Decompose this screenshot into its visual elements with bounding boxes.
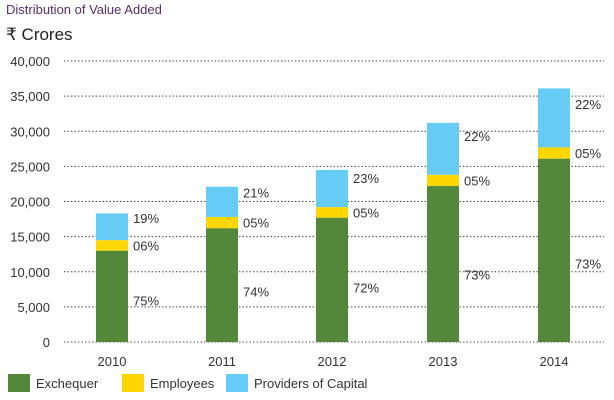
bar-segment-providers-of-capital [96,213,128,241]
y-tick-label: 40,000 [10,54,50,69]
data-label: 73% [575,257,601,272]
chart-title: Distribution of Value Added [6,2,162,17]
data-label: 05% [353,205,379,220]
legend-label: Providers of Capital [254,376,368,391]
y-tick-label: 15,000 [10,230,50,245]
data-label: 05% [243,216,269,231]
data-label: 72% [353,280,379,295]
data-label: 05% [575,146,601,161]
x-tick-label: 2014 [540,354,569,369]
data-label: 75% [133,293,159,308]
bars: 75% 06% 19% 74% 05% 21% 72% 05% 23% 73% 05% 22% 73% 0… [96,88,601,342]
y-axis: 0 5,000 10,000 15,000 20,000 25,000 30,000 35,0… [10,54,50,350]
data-label: 73% [464,268,490,283]
legend-label: Exchequer [36,376,99,391]
legend-label: Employees [150,376,215,391]
data-label: 22% [575,97,601,112]
bar-segment-employees [96,240,128,251]
y-tick-label: 30,000 [10,124,50,139]
bar-segment-exchequer [538,158,570,342]
data-label: 21% [243,185,269,200]
bar-segment-providers-of-capital [206,186,238,217]
data-label: 05% [464,173,490,188]
y-tick-label: 5,000 [17,300,50,315]
x-tick-label: 2010 [98,354,127,369]
bar-segment-employees [427,174,459,187]
bar-segment-exchequer [427,186,459,342]
x-tick-label: 2013 [429,354,458,369]
data-label: 06% [133,238,159,253]
legend-swatch [226,374,248,392]
y-tick-label: 10,000 [10,265,50,280]
x-tick-label: 2011 [208,354,236,369]
bar-segment-exchequer [96,250,128,342]
y-tick-label: 0 [43,335,50,350]
bar-segment-providers-of-capital [538,88,570,148]
data-label: 23% [353,171,379,186]
legend-swatch [8,374,30,392]
bar-segment-employees [538,147,570,159]
y-tick-label: 35,000 [10,89,50,104]
bar-segment-exchequer [206,228,238,342]
unit-label: ₹ Crores [6,25,73,44]
x-axis: 2010 2011 2012 2013 2014 [98,354,569,369]
data-label: 74% [243,284,269,299]
y-tick-label: 20,000 [10,195,50,210]
bar-segment-employees [206,216,238,229]
y-tick-label: 25,000 [10,159,50,174]
data-label: 19% [133,211,159,226]
bar-segment-exchequer [316,217,348,342]
legend-swatch [122,374,144,392]
x-tick-label: 2012 [318,354,347,369]
data-label: 22% [464,129,490,144]
legend: Exchequer Employees Providers of Capital [8,374,368,392]
bar-segment-providers-of-capital [427,122,459,175]
bar-segment-employees [316,207,348,218]
bar-segment-providers-of-capital [316,169,348,208]
